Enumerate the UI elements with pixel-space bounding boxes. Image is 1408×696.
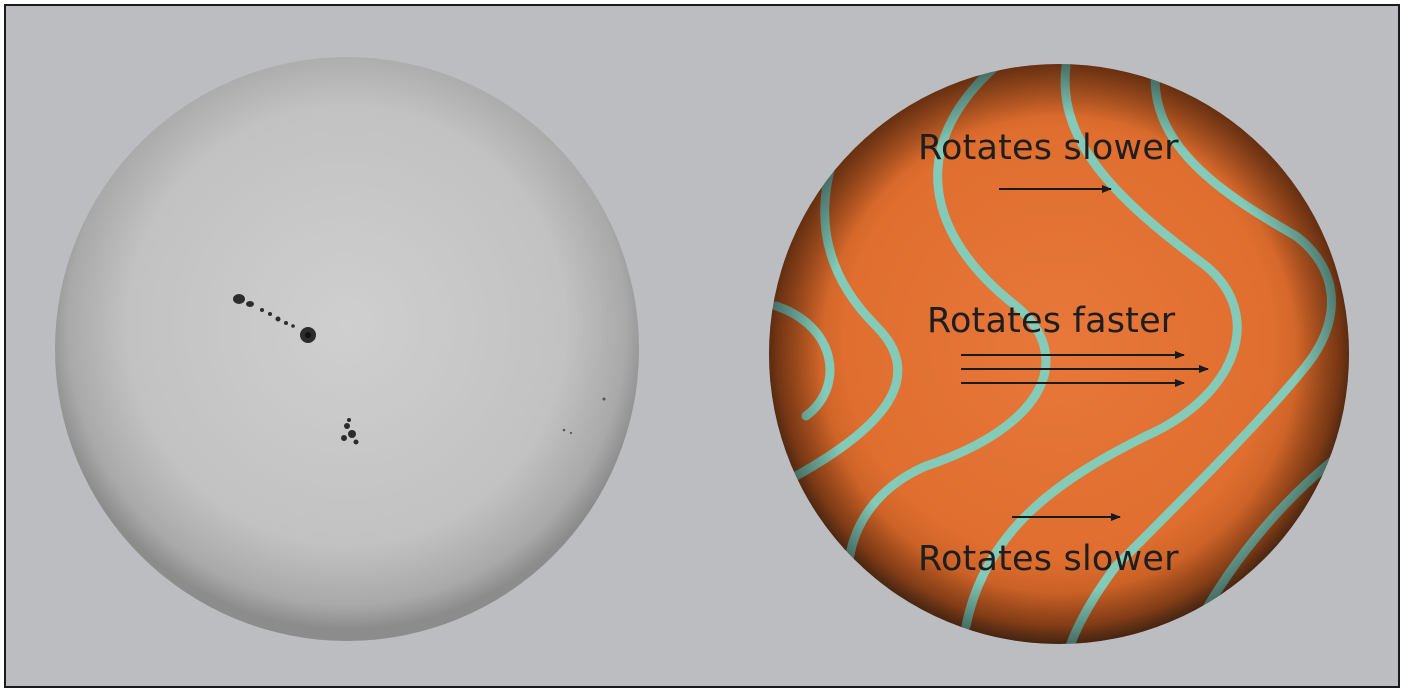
sun-disk xyxy=(55,57,639,641)
label-rotates-slower-top: Rotates slower xyxy=(918,128,1179,168)
sunspot-small xyxy=(562,397,606,435)
figure-artwork xyxy=(55,57,1349,644)
sunspot-group-lower xyxy=(341,418,359,445)
rotation-diagram xyxy=(769,64,1349,644)
sun-photo xyxy=(55,57,639,641)
figure-frame: Rotates slower Rotates faster Rotates sl… xyxy=(4,4,1400,688)
sunspot-group-upper xyxy=(233,294,316,343)
label-rotates-faster: Rotates faster xyxy=(927,301,1176,341)
label-rotates-slower-bottom: Rotates slower xyxy=(918,539,1179,579)
